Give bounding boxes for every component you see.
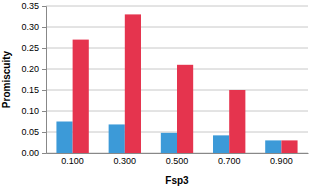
y-tick-label: 0.10 bbox=[21, 106, 39, 116]
y-tick-mark bbox=[42, 111, 46, 112]
y-tick: 0.20 bbox=[21, 64, 46, 74]
x-tick: 0.900 bbox=[270, 153, 293, 166]
x-tick-label: 0.500 bbox=[166, 156, 189, 166]
bar bbox=[125, 14, 141, 153]
y-tick-label: 0.20 bbox=[21, 64, 39, 74]
x-axis-title: Fsp3 bbox=[165, 175, 189, 186]
series bbox=[73, 14, 298, 153]
grid bbox=[46, 6, 308, 153]
x-tick-label: 0.900 bbox=[270, 156, 293, 166]
y-tick-mark bbox=[42, 90, 46, 91]
y-tick: 0.10 bbox=[21, 106, 46, 116]
y-tick-mark bbox=[42, 27, 46, 28]
y-tick-label: 0.05 bbox=[21, 127, 39, 137]
y-axis-title: Promiscuity bbox=[1, 50, 12, 108]
y-tick: 0.35 bbox=[21, 1, 46, 11]
y-tick-mark bbox=[42, 6, 46, 7]
grid-line bbox=[46, 6, 308, 7]
plot: 0.00 0.05 0.10 0.15 0.20 0.25 0.30 0.35 0.100 0.3… bbox=[21, 1, 308, 166]
y-tick: 0.15 bbox=[21, 85, 46, 95]
y-tick: 0.05 bbox=[21, 127, 46, 137]
y-axis-line bbox=[42, 7, 47, 154]
grid-line bbox=[46, 27, 308, 28]
y-tick-label: 0.00 bbox=[21, 148, 39, 158]
bar bbox=[281, 140, 297, 153]
y-tick: 0.00 bbox=[21, 148, 46, 158]
y-tick: 0.25 bbox=[21, 43, 46, 53]
bar bbox=[73, 40, 89, 153]
y-tick-mark bbox=[42, 132, 46, 133]
x-tick-label: 0.700 bbox=[218, 156, 241, 166]
y-axis: 0.00 0.05 0.10 0.15 0.20 0.25 0.30 0.35 bbox=[21, 1, 46, 158]
x-axis-line bbox=[47, 153, 309, 154]
bar bbox=[229, 90, 245, 153]
bars bbox=[56, 14, 297, 153]
x-axis: 0.100 0.300 0.500 0.700 0.900 bbox=[47, 153, 309, 166]
y-tick-label: 0.15 bbox=[21, 85, 39, 95]
y-tick-label: 0.30 bbox=[21, 22, 39, 32]
x-tick: 0.500 bbox=[166, 153, 189, 166]
bar bbox=[265, 140, 281, 153]
x-tick-label: 0.300 bbox=[114, 156, 137, 166]
y-tick-mark bbox=[42, 69, 46, 70]
bar bbox=[109, 124, 125, 153]
bar bbox=[56, 122, 72, 154]
y-tick-label: 0.25 bbox=[21, 43, 39, 53]
x-tick: 0.300 bbox=[114, 153, 137, 166]
x-tick: 0.700 bbox=[218, 153, 241, 166]
x-tick: 0.100 bbox=[61, 153, 84, 166]
y-tick: 0.30 bbox=[21, 22, 46, 32]
x-tick-label: 0.100 bbox=[61, 156, 84, 166]
chart: 0.00 0.05 0.10 0.15 0.20 0.25 0.30 0.35 0.100 0.3… bbox=[0, 0, 314, 189]
y-tick-mark bbox=[42, 153, 46, 154]
bar bbox=[161, 133, 177, 153]
y-tick-label: 0.35 bbox=[21, 1, 39, 11]
series bbox=[56, 122, 281, 154]
y-tick-mark bbox=[42, 48, 46, 49]
bar bbox=[213, 135, 229, 153]
bar bbox=[177, 65, 193, 153]
